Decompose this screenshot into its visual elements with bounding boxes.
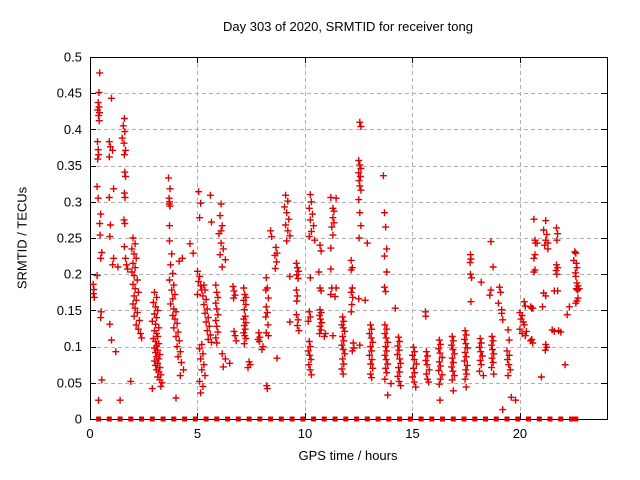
svg-text:0.05: 0.05 bbox=[57, 375, 82, 390]
svg-text:15: 15 bbox=[405, 426, 419, 441]
svg-text:20: 20 bbox=[513, 426, 527, 441]
svg-text:0.3: 0.3 bbox=[64, 194, 82, 209]
series-SRMTID-zero-markers bbox=[96, 416, 579, 422]
y-axis-label: SRMTID / TECUs bbox=[14, 186, 30, 290]
svg-text:0.35: 0.35 bbox=[57, 158, 82, 173]
svg-text:0: 0 bbox=[86, 426, 93, 441]
svg-text:0.2: 0.2 bbox=[64, 267, 82, 282]
svg-text:0.5: 0.5 bbox=[64, 50, 82, 65]
series-SRMTID bbox=[89, 69, 583, 414]
svg-text:0.45: 0.45 bbox=[57, 86, 82, 101]
x-axis-label: GPS time / hours bbox=[298, 448, 398, 463]
svg-text:0: 0 bbox=[75, 412, 82, 427]
svg-text:0.25: 0.25 bbox=[57, 231, 82, 246]
svg-text:5: 5 bbox=[194, 426, 201, 441]
svg-text:10: 10 bbox=[298, 426, 312, 441]
svg-text:0.4: 0.4 bbox=[64, 122, 82, 137]
svg-text:0.1: 0.1 bbox=[64, 339, 82, 354]
chart-title: Day 303 of 2020, SRMTID for receiver ton… bbox=[222, 19, 473, 34]
svg-text:0.15: 0.15 bbox=[57, 303, 82, 318]
